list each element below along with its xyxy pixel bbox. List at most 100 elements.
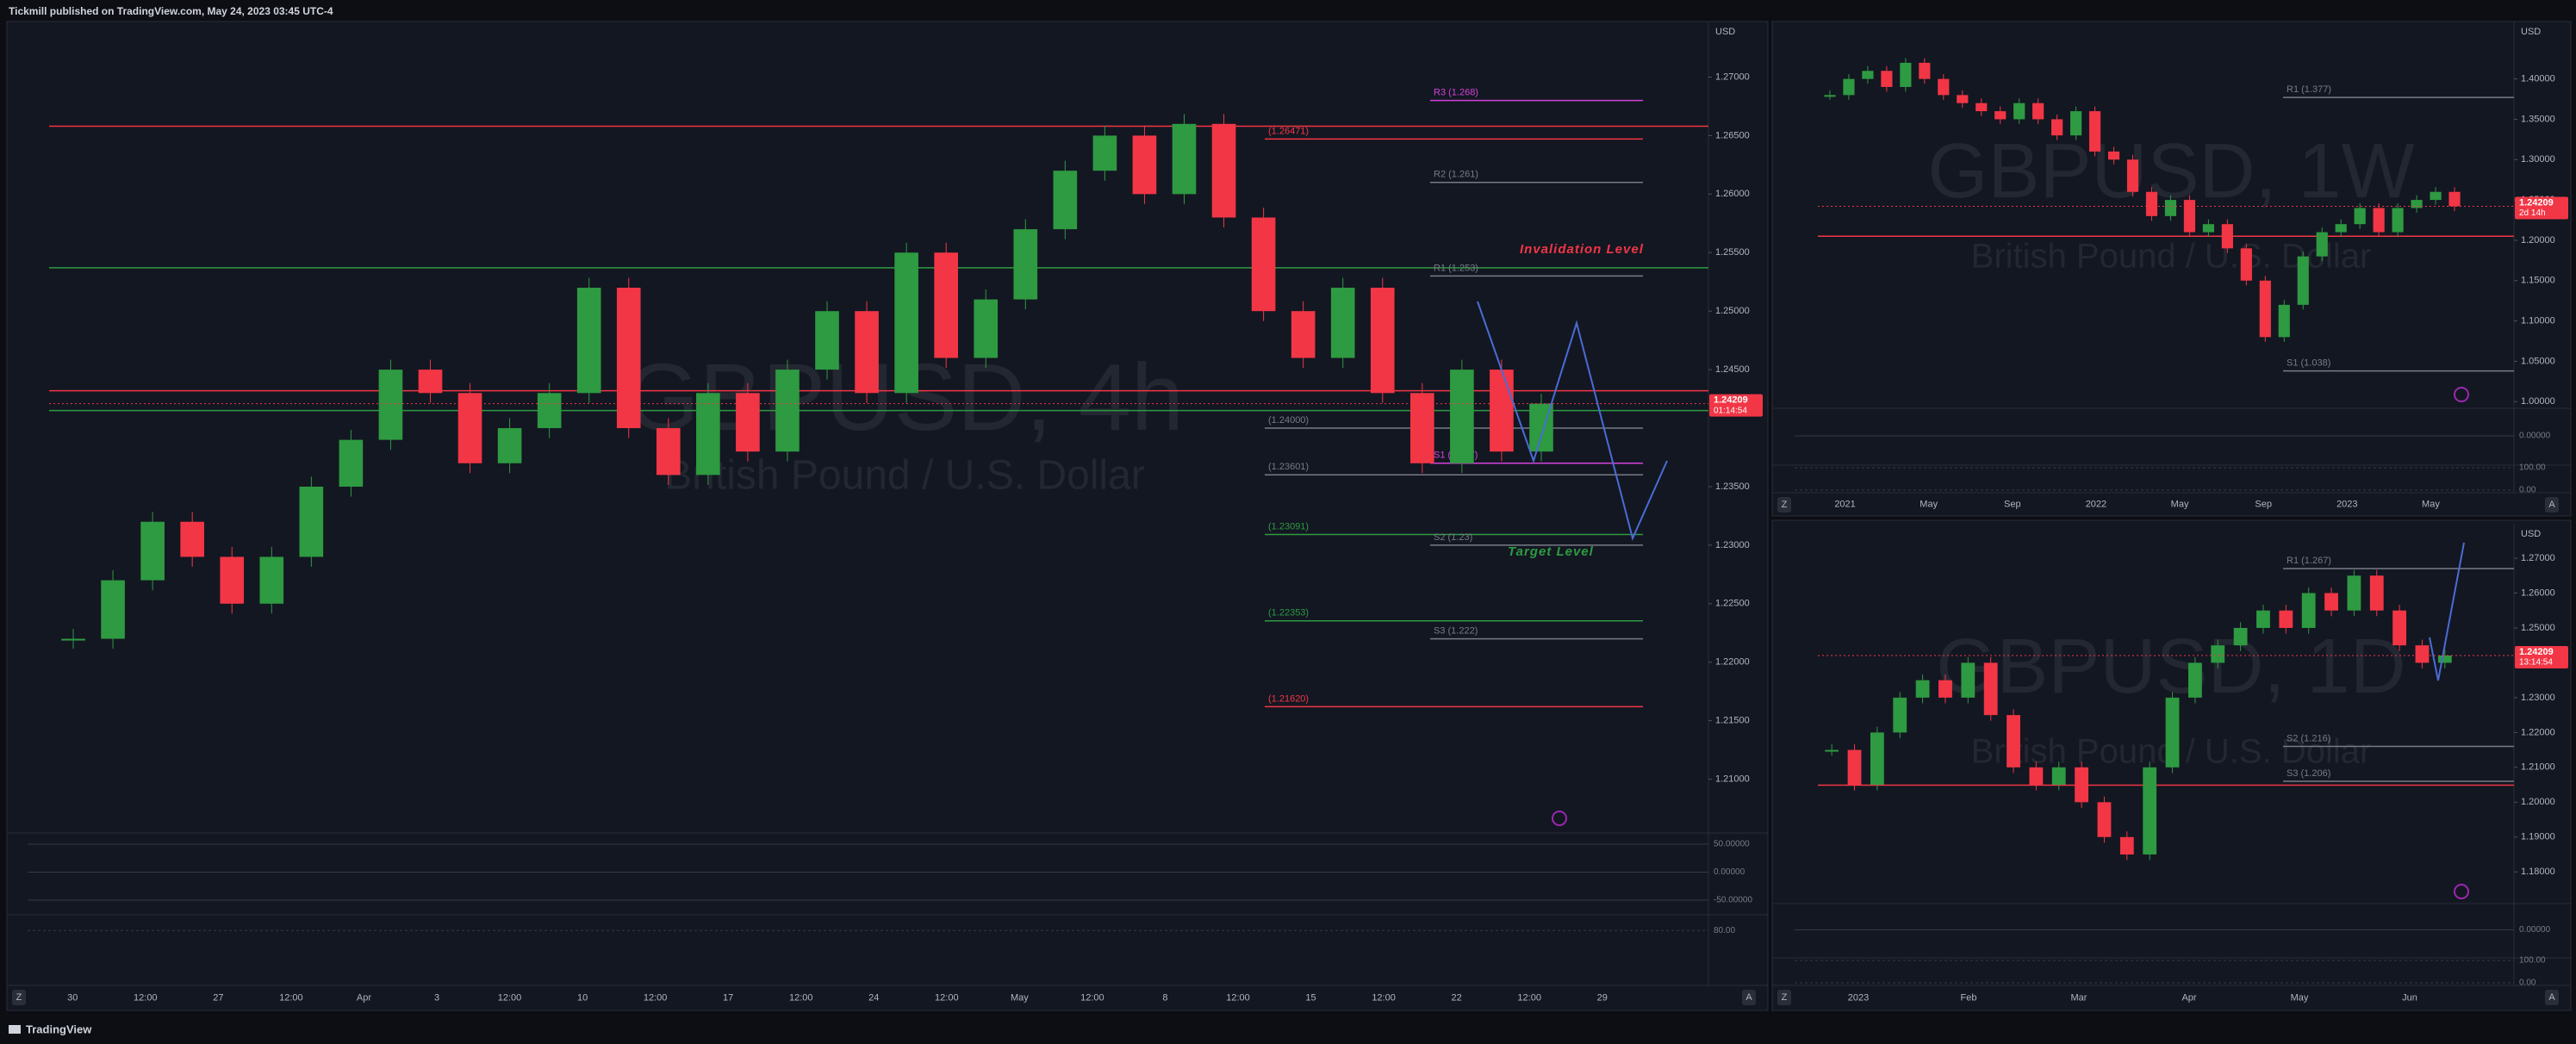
time-label: 2023 xyxy=(1848,992,1869,1003)
scale-button-label: A xyxy=(2548,500,2555,510)
candle xyxy=(1900,62,1912,87)
pivot-label: (1.23091) xyxy=(1268,521,1309,531)
time-label: Apr xyxy=(357,992,371,1003)
osc-tick-label: -50.00000 xyxy=(1714,896,1752,905)
time-label: 12:00 xyxy=(935,992,959,1003)
candle xyxy=(1938,78,1950,96)
candle xyxy=(894,252,918,394)
pivot-label: S1 (1.038) xyxy=(2287,358,2330,369)
candle xyxy=(299,486,324,557)
y-tick-label: 1.21000 xyxy=(2521,762,2555,773)
pivot-label: R1 (1.377) xyxy=(2287,84,2331,95)
candle xyxy=(2221,224,2233,249)
candle xyxy=(855,311,879,394)
time-label: Sep xyxy=(2004,499,2021,509)
pivot-label: (1.21620) xyxy=(1268,693,1309,704)
candle xyxy=(2256,610,2270,628)
y-tick-label: 1.40000 xyxy=(2521,74,2555,84)
candle xyxy=(1410,393,1434,463)
candle xyxy=(2032,103,2044,120)
candle xyxy=(2335,224,2347,233)
watermark-symbol: GBPUSD, 1D xyxy=(1936,624,2405,710)
projection-drawing xyxy=(2429,542,2465,681)
osc-tick-label: 0.00000 xyxy=(1714,867,1745,877)
time-label: May xyxy=(2422,499,2440,509)
time-label: Mar xyxy=(2071,992,2088,1003)
watermark-description: British Pound / U.S. Dollar xyxy=(664,453,1145,499)
candle xyxy=(2051,767,2066,786)
y-tick-label: 1.05000 xyxy=(2521,356,2555,366)
countdown: 2d 14h xyxy=(2519,208,2546,218)
time-label: 3 xyxy=(434,992,439,1003)
y-tick-label: 1.19000 xyxy=(2521,832,2555,842)
candle xyxy=(1957,95,1969,103)
y-tick-label: 1.15000 xyxy=(2521,276,2555,286)
candle xyxy=(2392,610,2407,646)
stoch-tick-label: 100.00 xyxy=(2519,956,2546,966)
time-label: Apr xyxy=(2181,992,2196,1003)
pivot-label: R1 (1.267) xyxy=(2287,556,2331,566)
y-tick-label: 1.10000 xyxy=(2521,316,2555,326)
time-label: May xyxy=(1011,992,1029,1003)
y-tick-label: 1.27000 xyxy=(2521,553,2555,563)
y-tick-label: 1.18000 xyxy=(2521,867,2555,877)
tv-logo xyxy=(9,1025,21,1034)
candle xyxy=(1938,680,1952,698)
candle xyxy=(2430,191,2442,201)
y-tick-label: 1.23000 xyxy=(2521,693,2555,703)
time-label: 12:00 xyxy=(1080,992,1104,1003)
pivot-label: R3 (1.268) xyxy=(1434,88,1478,98)
alert-icon xyxy=(2454,884,2469,899)
time-label: 2022 xyxy=(2086,499,2106,509)
last-price-box xyxy=(2515,196,2568,220)
candle xyxy=(2187,662,2202,698)
y-tick-label: 1.35000 xyxy=(2521,114,2555,124)
scale-button[interactable] xyxy=(2545,497,2559,513)
scale-button[interactable] xyxy=(1777,497,1791,513)
candle xyxy=(2297,256,2309,305)
time-label: Sep xyxy=(2255,499,2272,509)
y-tick-label: 1.21500 xyxy=(1715,716,1750,726)
time-label: 15 xyxy=(1305,992,1316,1003)
candle xyxy=(2415,645,2430,663)
candle xyxy=(2119,836,2134,854)
footer-brand[interactable]: TradingView xyxy=(26,1022,92,1035)
candle xyxy=(1843,78,1855,96)
candle xyxy=(2107,151,2120,160)
stoch-tick-label: 0.00 xyxy=(2519,486,2536,495)
scale-button[interactable] xyxy=(1777,990,1791,1005)
price-unit: USD xyxy=(2521,27,2541,37)
alert-icon xyxy=(1552,811,1567,826)
osc-tick-label: 50.00000 xyxy=(1714,840,1750,849)
candle xyxy=(576,288,601,394)
time-label: Feb xyxy=(1961,992,1977,1003)
candle xyxy=(1053,171,1078,230)
candle xyxy=(1013,229,1038,300)
price-unit: USD xyxy=(2521,529,2541,539)
candle xyxy=(2324,593,2338,611)
candle xyxy=(1919,62,1931,79)
scale-button[interactable] xyxy=(12,990,26,1005)
candle xyxy=(2183,200,2196,233)
candle xyxy=(2097,802,2112,837)
time-label: 12:00 xyxy=(1226,992,1250,1003)
panel-bg xyxy=(1771,21,2572,517)
candle xyxy=(2202,224,2214,233)
candle xyxy=(2007,715,2020,767)
candle xyxy=(1211,123,1236,218)
candle xyxy=(1490,370,1514,452)
candle xyxy=(537,393,562,429)
time-label: 17 xyxy=(723,992,733,1003)
candle xyxy=(2013,103,2025,120)
scale-button[interactable] xyxy=(1742,990,1756,1005)
candle xyxy=(934,252,958,358)
candle xyxy=(1893,697,1907,733)
candle xyxy=(1330,288,1355,358)
annotation: Target Level xyxy=(1508,544,1594,559)
candle xyxy=(2373,208,2385,233)
scale-button[interactable] xyxy=(2545,990,2559,1005)
candle xyxy=(339,439,364,487)
y-tick-label: 1.25000 xyxy=(2521,623,2555,633)
pivot-label: (1.23601) xyxy=(1268,462,1309,472)
